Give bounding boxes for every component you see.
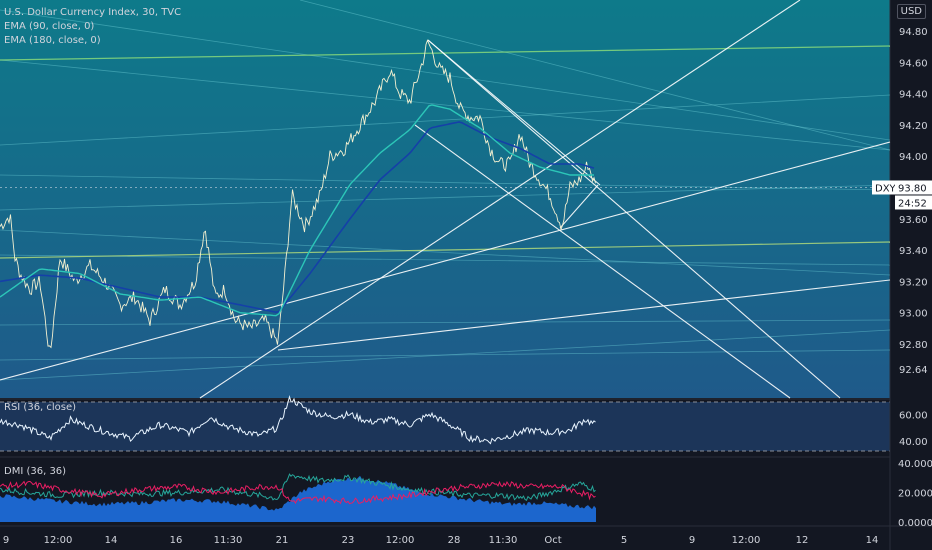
ticker-label: DXY xyxy=(875,183,897,194)
price-axis-tick: 94.80 xyxy=(899,27,928,38)
dmi-axis-tick: 20.000 xyxy=(898,489,932,500)
ema180-legend[interactable]: EMA (180, close, 0) xyxy=(4,35,101,46)
fan-line xyxy=(0,349,891,361)
last-price-value: 93.80 xyxy=(898,183,927,194)
price-axis-tick: 94.00 xyxy=(899,152,928,163)
dmi-title: DMI (36, 36) xyxy=(4,466,66,477)
trendline xyxy=(559,184,599,229)
horizontal-ray xyxy=(0,45,891,61)
time-axis-tick: 12:00 xyxy=(386,535,415,546)
minus-di-series xyxy=(0,480,596,505)
fan-line xyxy=(0,229,891,276)
time-axis-tick: 16 xyxy=(170,535,183,546)
time-axis-tick: 12:00 xyxy=(44,535,73,546)
time-axis-tick: 14 xyxy=(866,535,879,546)
time-axis-tick: 14 xyxy=(105,535,118,546)
time-axis-tick: 9 xyxy=(689,535,695,546)
price-axis-tick: 94.60 xyxy=(899,58,928,69)
trendline xyxy=(0,141,891,381)
horizontal-ray xyxy=(0,241,891,259)
time-axis-tick: 11:30 xyxy=(489,535,518,546)
rsi-band xyxy=(0,402,890,451)
trendline xyxy=(427,39,841,399)
fan-line xyxy=(0,319,891,326)
plus-di-series xyxy=(0,473,596,502)
fan-line xyxy=(0,94,891,146)
bar-countdown: 24:52 xyxy=(898,198,927,209)
time-axis-tick: 12:00 xyxy=(732,535,761,546)
countdown-tag xyxy=(895,195,932,210)
dmi-axis-tick: 40.000 xyxy=(898,459,932,470)
time-axis-tick: 23 xyxy=(342,535,355,546)
ticker-tag xyxy=(872,180,895,195)
rsi-series xyxy=(0,395,596,445)
trendline xyxy=(427,39,601,186)
ema90-series xyxy=(0,104,594,317)
last-price-tag xyxy=(895,180,932,195)
price-axis-tick: 93.60 xyxy=(899,215,928,226)
time-axis-tick: 11:30 xyxy=(214,535,243,546)
rsi-axis-tick: 40.00 xyxy=(899,437,928,448)
price-axis-tick: 92.80 xyxy=(899,340,928,351)
price-axis-tick: 93.00 xyxy=(899,309,928,320)
dmi-axis-tick: 0.0000 xyxy=(898,518,932,529)
fan-line xyxy=(0,9,891,141)
fan-line xyxy=(0,184,891,211)
price-series xyxy=(0,39,596,349)
fan-line xyxy=(0,254,891,266)
time-axis-tick: 9 xyxy=(3,535,9,546)
price-axis-tick: 93.40 xyxy=(899,246,928,257)
currency-badge[interactable]: USD xyxy=(896,4,926,19)
fan-line xyxy=(0,329,891,381)
time-axis-tick: 28 xyxy=(448,535,461,546)
time-axis-tick: 5 xyxy=(621,535,627,546)
price-axis-tick: 92.64 xyxy=(899,365,928,376)
rsi-title: RSI (36, close) xyxy=(4,402,76,413)
trendline xyxy=(199,0,801,399)
time-axis-tick: 21 xyxy=(276,535,289,546)
ema90-legend[interactable]: EMA (90, close, 0) xyxy=(4,21,95,32)
rsi-axis-tick: 60.00 xyxy=(899,410,928,421)
price-axis-tick: 93.20 xyxy=(899,277,928,288)
price-axis-tick: 94.20 xyxy=(899,121,928,132)
fan-line xyxy=(299,0,891,151)
time-axis-tick: Oct xyxy=(544,535,561,546)
price-pane xyxy=(0,0,890,398)
fan-line xyxy=(0,59,891,151)
price-axis-tick: 94.40 xyxy=(899,90,928,101)
trendline xyxy=(277,279,891,351)
time-axis-tick: 12 xyxy=(796,535,809,546)
symbol-legend[interactable]: U.S. Dollar Currency Index, 30, TVC xyxy=(4,7,182,18)
trendline xyxy=(414,124,791,399)
